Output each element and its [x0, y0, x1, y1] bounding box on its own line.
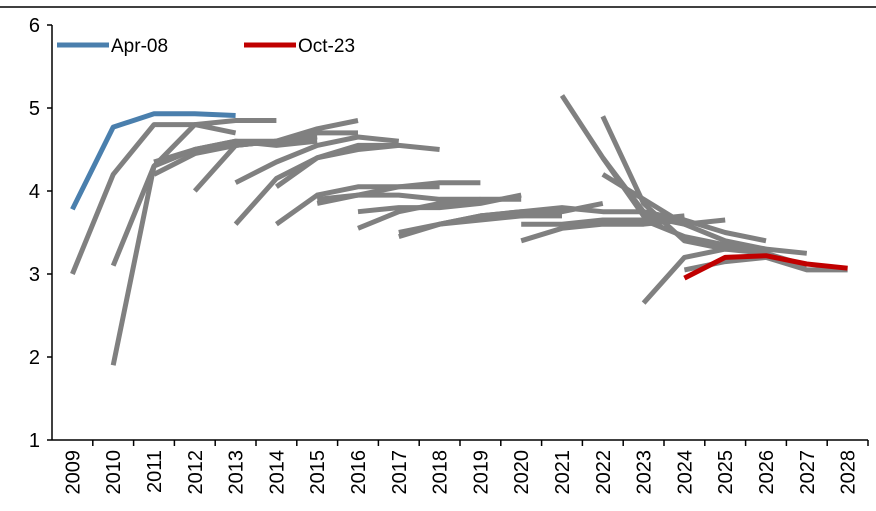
y-tick-label: 5 [29, 98, 40, 120]
x-tick-label: 2018 [430, 450, 452, 495]
x-tick-label: 2019 [470, 450, 492, 495]
x-tick-label: 2022 [593, 450, 615, 495]
forecast-vintage-line [70, 122, 237, 275]
forecast-vintage-line [642, 217, 808, 256]
x-tick-label: 2026 [756, 450, 778, 495]
series-line-oct-23 [683, 253, 848, 281]
legend-label: Oct-23 [298, 36, 355, 57]
legend-label: Apr-08 [111, 36, 168, 57]
legend: Apr-08 Oct-23 [57, 36, 355, 57]
x-tick-label: 2028 [838, 450, 860, 495]
x-axis-ticks: 2009 2010 2011 2012 2013 2014 2015 2016 2017 2018… [62, 440, 869, 495]
y-tick-label: 4 [29, 181, 40, 203]
x-tick-label: 2015 [307, 450, 329, 495]
x-tick-label: 2014 [266, 450, 288, 495]
forecast-vintage-line [274, 142, 440, 189]
y-tick-label: 2 [29, 347, 40, 369]
x-tick-label: 2017 [389, 450, 411, 495]
x-tick-label: 2025 [715, 450, 737, 495]
x-tick-label: 2011 [144, 450, 166, 493]
forecast-vintage-line [601, 172, 767, 252]
x-tick-label: 2024 [674, 450, 696, 495]
forecast-vintage-line [357, 192, 522, 215]
x-tick-label: 2012 [185, 450, 207, 495]
y-tick-label: 3 [29, 264, 40, 286]
x-tick-label: 2010 [103, 450, 125, 495]
forecast-vintage-line [194, 130, 358, 152]
x-tick-label: 2027 [797, 450, 819, 495]
forecast-vintage-line [153, 138, 318, 165]
forecast-vintage-line [520, 217, 685, 244]
x-tick-label: 2023 [634, 450, 656, 495]
y-tick-label: 1 [29, 430, 40, 452]
x-tick-label: 2020 [511, 450, 533, 495]
y-tick-label: 6 [29, 15, 40, 37]
forecast-vintage-line [480, 205, 644, 219]
forecast-vintages-layer [70, 94, 848, 366]
x-tick-label: 2016 [348, 450, 370, 495]
highlighted-vintages-layer [70, 111, 848, 281]
forecast-vintage-line [316, 192, 481, 202]
y-axis-ticks: 1 2 3 4 5 6 [29, 15, 52, 452]
x-tick-label: 2021 [552, 450, 574, 495]
forecast-vintage-line [110, 118, 277, 267]
x-tick-label: 2013 [226, 450, 248, 495]
forecast-vintage-line [234, 134, 400, 185]
series-line-apr-08 [70, 111, 236, 211]
x-tick-label: 2009 [62, 450, 84, 495]
